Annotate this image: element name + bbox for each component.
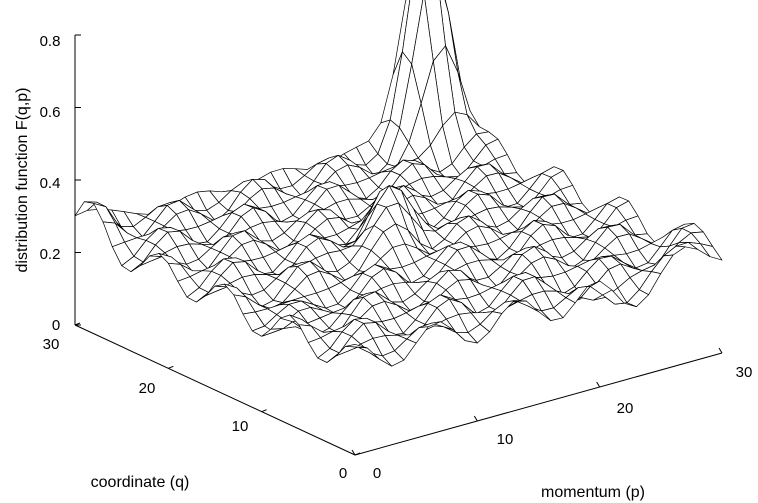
tick-mark <box>718 347 723 354</box>
q-tick-label: 30 <box>43 336 60 353</box>
p-tick-label: 0 <box>373 465 381 482</box>
z-tick-label: 0.4 <box>40 175 61 192</box>
q-tick-label: 0 <box>339 465 347 482</box>
p-axis-title: momentum (p) <box>541 484 645 501</box>
mesh-cell <box>345 344 368 349</box>
z-tick-label: 0.6 <box>40 104 61 121</box>
tick-mark <box>473 415 478 422</box>
p-tick-label: 30 <box>736 364 753 381</box>
q-tick-label: 20 <box>139 380 156 397</box>
tick-mark <box>596 381 601 388</box>
p-tick-label: 20 <box>617 400 634 417</box>
tick-mark <box>261 409 267 413</box>
tick-mark <box>168 365 174 369</box>
z-tick-label: 0 <box>52 317 60 334</box>
q-axis-title: coordinate (q) <box>91 474 190 491</box>
tick-mark <box>351 449 356 456</box>
z-axis-title: distribution function F(q,p) <box>14 88 31 273</box>
tick-marks <box>74 34 723 456</box>
tick-mark <box>354 452 361 456</box>
q-tick-label: 10 <box>232 418 249 435</box>
p-axis-line <box>354 352 723 456</box>
z-tick-label: 0.8 <box>40 33 61 50</box>
surface-mesh <box>74 0 723 367</box>
p-tick-label: 10 <box>497 431 514 448</box>
tick-mark <box>74 322 81 326</box>
q-axis-line <box>74 324 356 456</box>
z-tick-label: 0.2 <box>40 246 61 263</box>
